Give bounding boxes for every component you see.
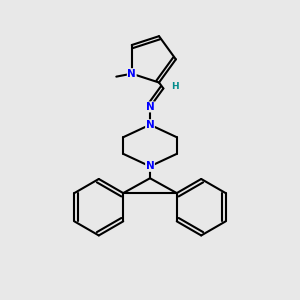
Text: H: H [171,82,178,91]
Text: N: N [146,161,154,171]
Text: N: N [128,69,136,79]
Text: N: N [146,120,154,130]
Text: N: N [146,102,154,112]
